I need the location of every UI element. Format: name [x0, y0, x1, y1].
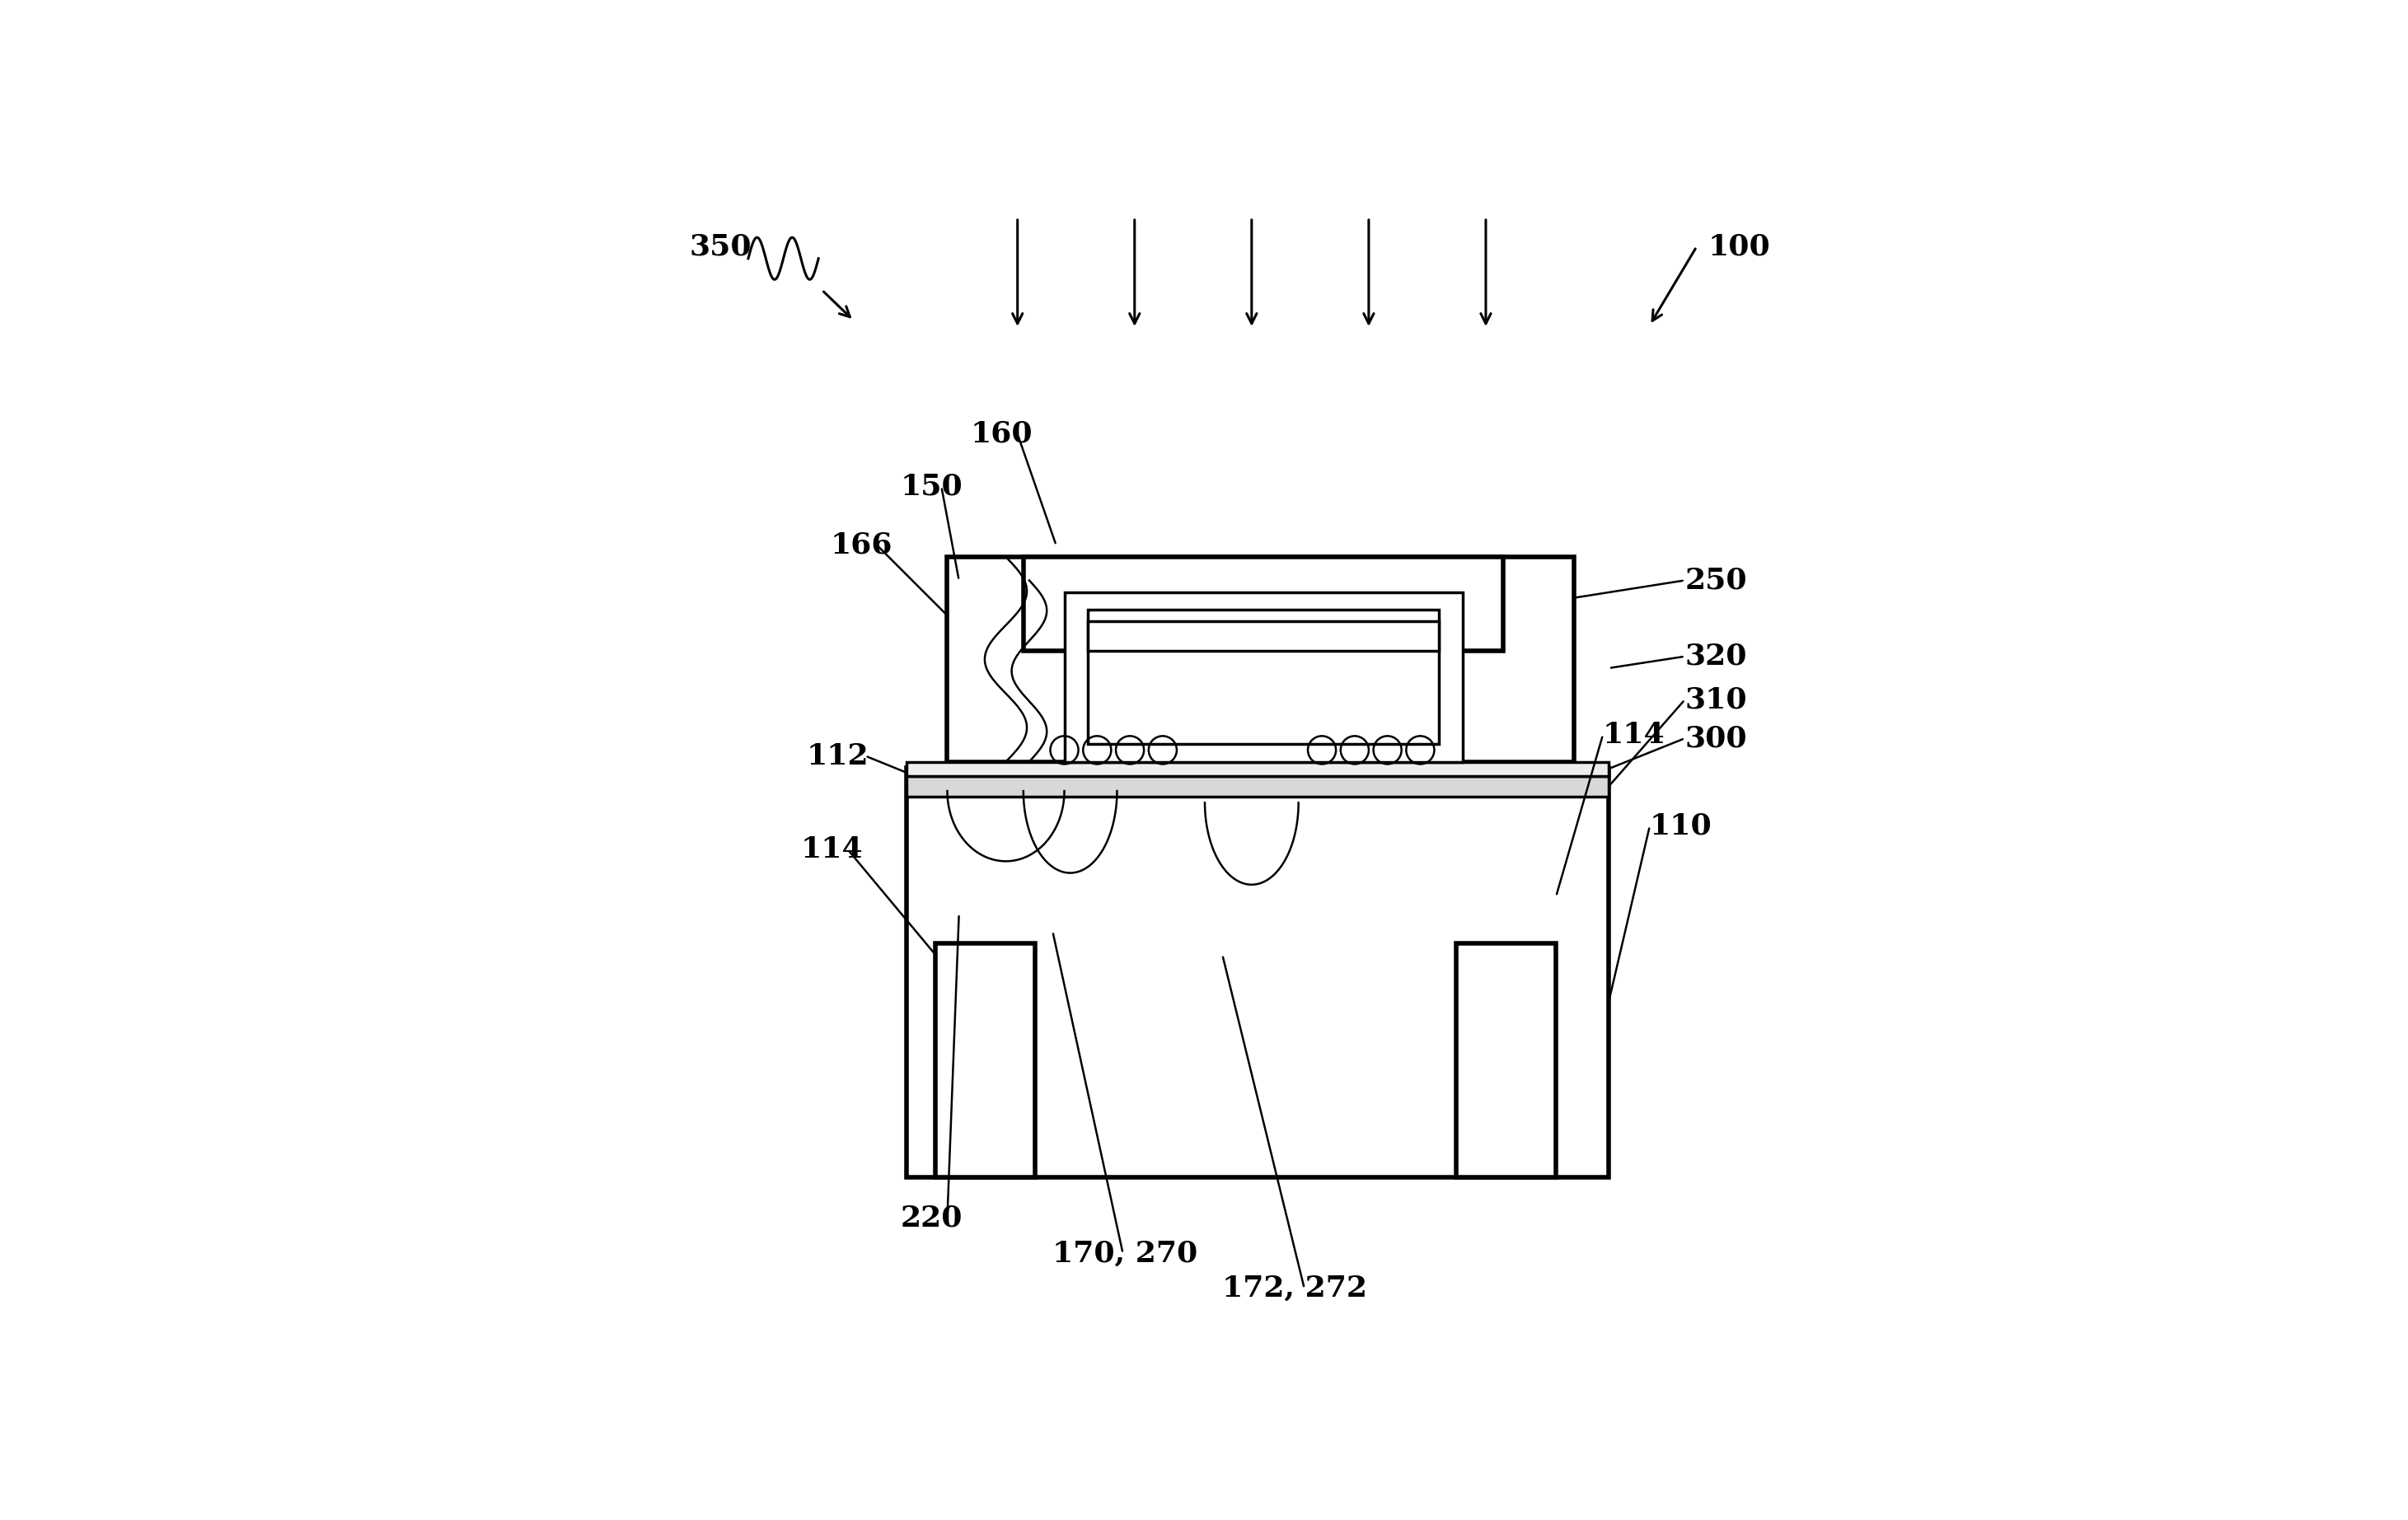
Text: 170, 270: 170, 270	[1052, 1239, 1197, 1268]
Text: 150: 150	[901, 473, 963, 500]
Text: 320: 320	[1686, 643, 1748, 670]
Bar	[1023, 556, 1503, 651]
Bar	[905, 762, 1609, 775]
Text: 350: 350	[689, 233, 751, 261]
Bar	[937, 942, 1035, 1176]
Bar	[1064, 593, 1462, 762]
Bar	[946, 556, 1572, 762]
Text: 172, 272: 172, 272	[1223, 1274, 1368, 1303]
Text: 100: 100	[1707, 233, 1770, 261]
Text: 300: 300	[1686, 725, 1748, 752]
Text: 112: 112	[807, 742, 869, 771]
Text: 310: 310	[1686, 686, 1748, 714]
Bar	[905, 775, 1609, 796]
Bar	[1088, 622, 1440, 651]
Text: 220: 220	[901, 1204, 963, 1233]
Text: 110: 110	[1649, 812, 1712, 841]
Bar	[1088, 610, 1440, 745]
Text: 166: 166	[831, 530, 893, 559]
Bar	[1457, 942, 1556, 1176]
Text: 114: 114	[1604, 720, 1666, 749]
Text: 250: 250	[1686, 567, 1748, 594]
Text: 160: 160	[970, 420, 1033, 448]
Bar	[905, 768, 1609, 1176]
Text: 114: 114	[802, 836, 862, 863]
